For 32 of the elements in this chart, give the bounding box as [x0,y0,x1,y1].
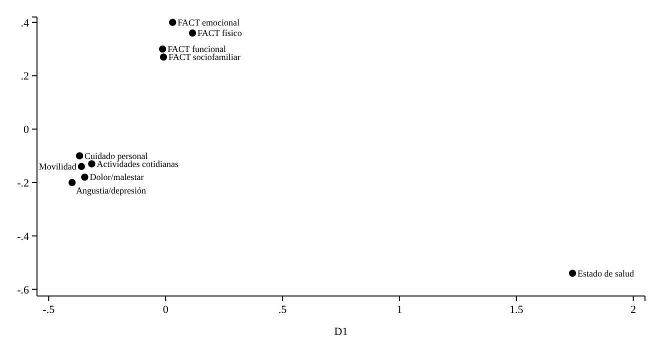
x-tick-label: 1 [396,304,402,316]
y-tick-label: -.2 [17,178,29,190]
annotation: FACT funcional [168,44,226,54]
annotation: FACT físico [198,28,242,38]
y-tick-label: .4 [20,17,30,30]
y-tick-label: -.6 [17,284,30,296]
point [78,162,86,170]
point [158,45,166,53]
x-tick-label: .5 [278,304,288,316]
point [76,152,84,160]
annotation: FACT emocional [178,17,240,28]
x-axis-title: D1 [334,326,348,338]
annotation: FACT sociofamiliar [168,52,240,62]
point [568,270,576,277]
x-tick-label: 2 [630,304,636,316]
point [88,160,96,168]
point [160,53,168,61]
point [169,18,176,26]
point [81,174,88,181]
y-tick-label: -.4 [17,230,30,243]
x-tick-label: 1.5 [510,304,524,316]
y-tick-label: .2 [20,70,29,83]
annotation: Cuidado personal [84,150,148,161]
annotation: Movilidad [38,162,77,172]
point [68,178,76,186]
annotation: Estado de salud [578,268,634,278]
y-tick-label: 0 [24,124,30,136]
annotation: Angustia/depresión [76,186,147,196]
x-tick-label: -.5 [42,304,56,316]
point [188,29,196,37]
x-tick-label: 0 [162,304,169,316]
annotation: Dolor/malestar [90,172,144,182]
